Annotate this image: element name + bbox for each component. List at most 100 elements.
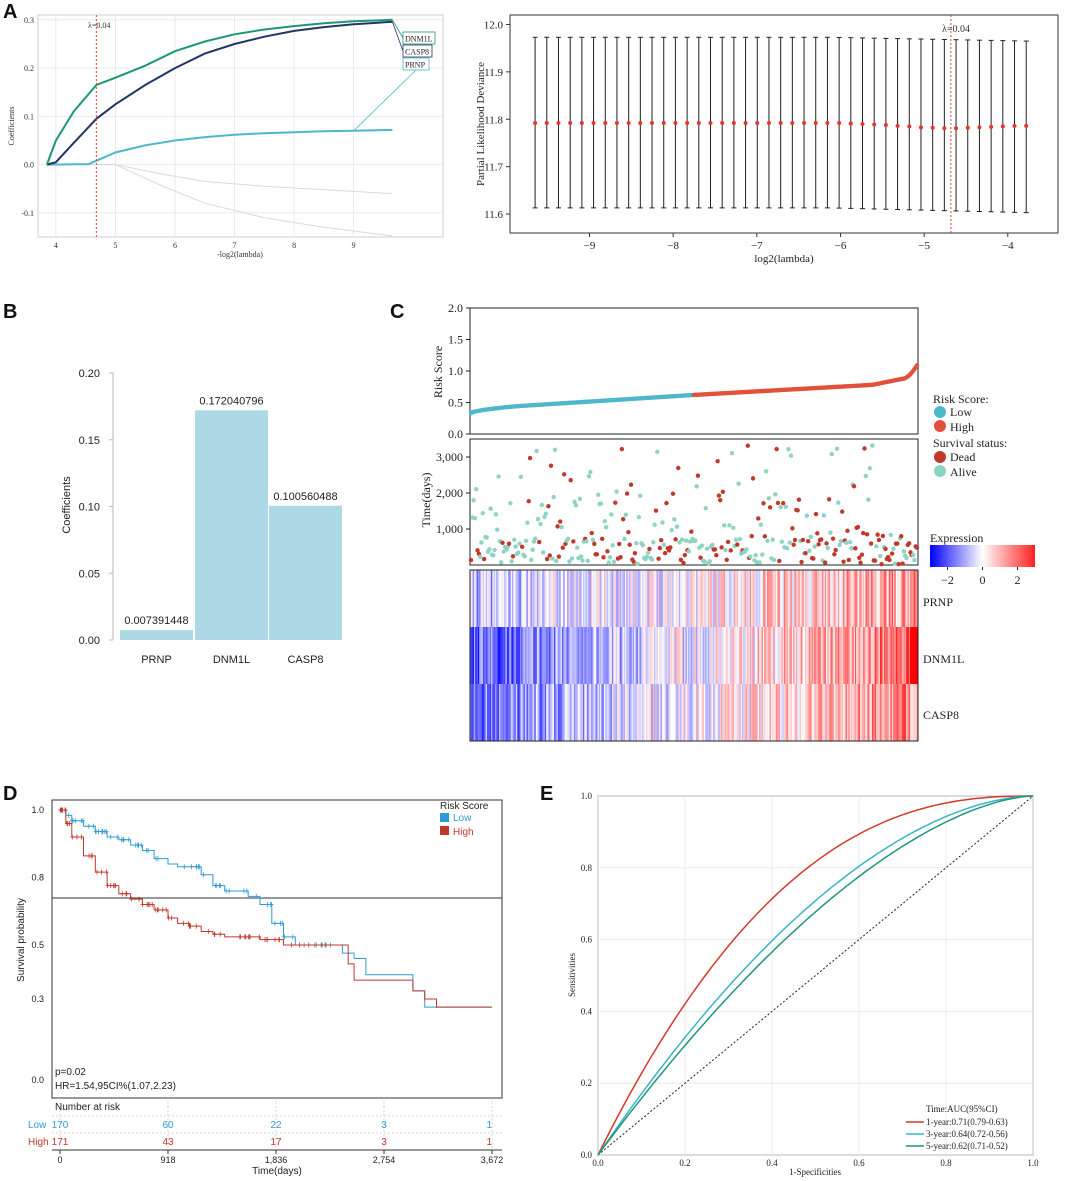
c-heat-cell: [874, 570, 877, 627]
c-heat-cell: [555, 570, 558, 627]
c-heat-cell: [521, 627, 523, 684]
c-heat-cell: [879, 684, 882, 741]
c-heat-cell: [634, 570, 636, 627]
d-risk-count: 1: [486, 1120, 492, 1131]
c-heat-cell: [872, 570, 874, 627]
c-time-point: [525, 520, 530, 525]
c-colorbar-tick-label: 2: [1015, 573, 1021, 587]
c-heat-cell: [529, 570, 531, 627]
c-time-point: [757, 560, 762, 565]
c-heat-cell: [915, 627, 918, 684]
c-heat-cell: [743, 570, 745, 627]
c-heat-cell: [659, 684, 661, 741]
c-time-point: [710, 542, 715, 548]
c-heat-cell: [594, 570, 597, 627]
c-heat-cell: [661, 570, 664, 627]
c-heat-cell: [657, 570, 660, 627]
d-xlabel: Time(days): [252, 1166, 302, 1177]
c-heat-cell: [589, 627, 592, 684]
c-heat-cell: [791, 627, 794, 684]
c-heat-cell: [598, 570, 601, 627]
c-heat-cell: [648, 627, 651, 684]
e-roc-curve: [597, 795, 1034, 1156]
c-heat-cell: [843, 570, 845, 627]
c-heat-cell: [539, 684, 542, 741]
c-time-point: [594, 552, 600, 557]
c-heat-cell: [525, 570, 527, 627]
d-censor-mark: [146, 848, 151, 853]
d-censor-mark: [108, 834, 113, 840]
c-heat-cell: [735, 570, 738, 627]
c-heat-cell: [622, 570, 625, 627]
a1-series-line: [46, 20, 393, 166]
d-legend-low: Low: [453, 813, 472, 824]
c-time-point: [855, 524, 861, 530]
c-heat-cell: [772, 684, 774, 741]
c-heat-cell: [567, 684, 569, 741]
c-heat-cell: [795, 570, 798, 627]
c-heat-cell: [537, 684, 539, 741]
c-heat-cell: [872, 627, 874, 684]
c-heat-cell: [731, 684, 734, 741]
c-heat-cell: [652, 627, 655, 684]
a2-mean-point: [568, 121, 573, 126]
c-heat-cell: [648, 684, 651, 741]
c-heat-cell: [807, 684, 810, 741]
c-time-point: [712, 547, 718, 552]
c-heat-cell: [544, 570, 547, 627]
e-ylabel: Sensitivities: [567, 953, 577, 998]
c-heat-cell: [907, 684, 910, 741]
c-heat-cell: [811, 684, 814, 741]
c-heat-cell: [558, 627, 560, 684]
c-heat-cell: [906, 684, 908, 741]
c-heat-cell: [647, 570, 650, 627]
c-time-point: [777, 558, 782, 564]
c-time-point: [815, 531, 820, 536]
c-legend-high: High: [950, 420, 974, 434]
c-heat-cell: [488, 684, 491, 741]
c-heat-cell: [513, 684, 516, 741]
c-heat-cell: [596, 627, 598, 684]
c-heat-cell: [693, 684, 696, 741]
b-value-label: 0.100560488: [273, 491, 337, 503]
c-heat-cell: [631, 684, 634, 741]
c-heat-row-prnp: PRNP: [923, 595, 953, 609]
c-heat-cell: [772, 570, 774, 627]
c-heat-cell: [866, 627, 869, 684]
c-time-point: [864, 532, 870, 537]
c-heat-cell: [832, 627, 835, 684]
c-heat-cell: [531, 570, 534, 627]
b-bar: [195, 410, 268, 640]
d-censor-mark: [129, 896, 134, 902]
c-heat-cell: [668, 570, 671, 627]
c-heat-cell: [806, 684, 809, 741]
c-time-point: [653, 508, 659, 513]
c-legend-survival-title: Survival status:: [933, 436, 1007, 450]
c-heat-cell: [797, 570, 799, 627]
c-heat-cell: [831, 627, 833, 684]
c-heat-cell: [506, 684, 509, 741]
c-time-point: [508, 500, 513, 506]
c-heat-cell: [588, 684, 590, 741]
c-heat-cell: [753, 627, 756, 684]
c-heat-cell: [659, 570, 661, 627]
c-time-point: [750, 476, 756, 481]
risk-score-panel: 0.00.51.01.52.0 Risk Score 1,0002,0003,0…: [419, 301, 1035, 742]
c-heat-cell: [761, 627, 764, 684]
c-time-point: [822, 560, 828, 565]
c-heat-cell: [660, 627, 663, 684]
c-heat-cell: [547, 627, 550, 684]
c-heat-cell: [728, 570, 731, 627]
a2-mean-point: [708, 121, 713, 126]
a2-mean-point: [942, 126, 947, 131]
d-censor-mark: [289, 942, 294, 948]
c-heat-cell: [765, 684, 768, 741]
c-heat-cell: [690, 570, 693, 627]
d-lines: [58, 807, 492, 1008]
c-heat-cell: [567, 570, 569, 627]
d-ytick-label: 1.0: [31, 805, 44, 815]
c-heat-cell: [627, 684, 630, 741]
c-heat-cell: [619, 684, 622, 741]
c-heat-cell: [856, 627, 858, 684]
c-time-point: [735, 542, 740, 547]
